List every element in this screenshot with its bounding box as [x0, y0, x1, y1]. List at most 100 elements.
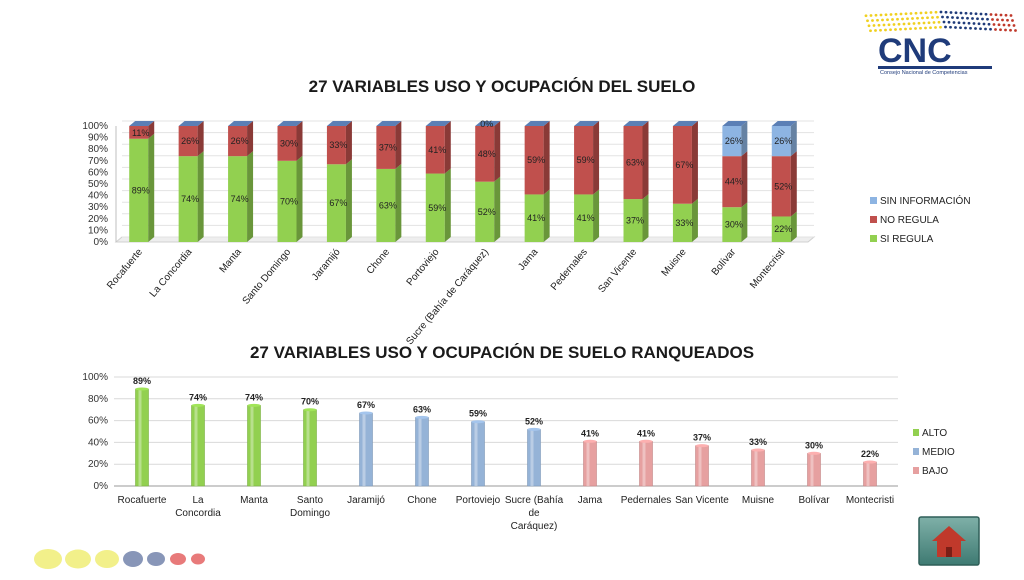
chart2-y-tick-label: 60% — [88, 416, 108, 427]
chart2-bar-highlight — [194, 405, 198, 486]
chart2-bar — [527, 429, 541, 487]
chart1-bar-side — [494, 121, 501, 182]
chart1-bar-side — [790, 151, 797, 217]
chart2-category-label: Concordia — [175, 508, 221, 519]
chart2-category-label: Chone — [407, 495, 437, 506]
logo-text: CNC — [878, 32, 952, 70]
chart2-bar-highlight — [642, 441, 646, 486]
chart1-y-tick-label: 20% — [88, 214, 108, 225]
chart2-y-tick-label: 80% — [88, 394, 108, 405]
chart1-data-label: 59% — [527, 155, 545, 165]
chart2-bar-highlight — [250, 405, 254, 486]
chart2-bar-cap — [583, 439, 597, 443]
chart1-bar-si-regula — [326, 164, 346, 242]
chart2-bar-cap — [135, 387, 149, 391]
home-icon — [918, 516, 980, 566]
chart2-data-label: 74% — [189, 392, 207, 402]
chart1-data-label: 59% — [428, 203, 446, 213]
chart1-data-label: 67% — [329, 198, 347, 208]
chart1-bar-no-regula — [672, 126, 692, 204]
chart2-bar-highlight — [866, 462, 870, 486]
home-button[interactable] — [918, 516, 980, 566]
chart1-bar-side — [395, 163, 402, 242]
chart2-bar — [415, 417, 429, 487]
chart1-bar-si-regula — [277, 160, 297, 242]
chart2-bar-highlight — [138, 388, 142, 486]
chart2-bar — [303, 409, 317, 487]
chart1-bar-side — [296, 155, 303, 242]
chart1-data-label: 41% — [428, 145, 446, 155]
chart2-category-label: Montecristi — [846, 495, 894, 506]
chart1-bar-top — [326, 121, 352, 126]
chart1-bar-no-regula — [524, 126, 544, 195]
chart1-bar-side — [642, 121, 649, 200]
chart2-data-label: 63% — [413, 404, 431, 414]
chart1-data-label: 48% — [478, 149, 496, 159]
chart1-data-label: 37% — [379, 142, 397, 152]
chart1-legend-label: SIN INFORMACIÓN — [880, 194, 971, 207]
chart1-bar-sin-información — [771, 126, 791, 157]
chart1-y-tick-label: 0% — [94, 237, 109, 248]
chart2-category-label: Rocafuerte — [118, 495, 167, 506]
chart2-bar-cap — [303, 408, 317, 412]
chart1-bar-sin-información — [722, 126, 742, 157]
chart2-data-label: 74% — [245, 392, 263, 402]
chart1-bar-side — [345, 159, 352, 242]
chart2-category-label: Jama — [578, 495, 603, 506]
chart2-bar-cap — [471, 420, 485, 424]
chart2-legend-swatch — [913, 429, 919, 436]
chart1-bar-side — [741, 202, 748, 242]
chart1-bar-no-regula — [475, 126, 495, 182]
chart1-bar-top — [178, 121, 204, 126]
chart1-y-tick-label: 70% — [88, 156, 108, 167]
chart1-data-label: 44% — [725, 177, 743, 187]
chart2-bar — [695, 445, 709, 487]
chart2-bar-cap — [527, 427, 541, 431]
chart1-bar-no-regula — [574, 126, 594, 195]
chart1-data-label: 22% — [774, 224, 792, 234]
chart2-data-label: 41% — [581, 428, 599, 438]
chart2-y-tick-label: 0% — [94, 481, 109, 492]
chart2-category-label: Santo — [297, 495, 324, 506]
chart1-bar-no-regula — [228, 126, 248, 157]
chart1-bar-no-regula — [623, 126, 643, 200]
chart1-legend-swatch — [870, 216, 877, 223]
chart1-data-label: 67% — [675, 160, 693, 170]
chart1-bar-side — [691, 121, 698, 204]
chart1-y-tick-label: 60% — [88, 167, 108, 178]
chart1-bar-si-regula — [228, 156, 248, 242]
chart2-bar-cap — [359, 411, 373, 415]
chart2-bar-highlight — [530, 429, 534, 486]
chart2-bar-highlight — [810, 453, 814, 486]
chart2-bar-highlight — [362, 412, 366, 486]
chart1-bar-side — [593, 121, 600, 195]
chart1-y-tick-label: 90% — [88, 133, 108, 144]
chart2-category-label: Portoviejo — [456, 495, 501, 506]
chart1-bar-no-regula — [376, 126, 396, 169]
chart1-bar-side — [543, 121, 550, 195]
chart2-category-label: de — [528, 508, 540, 519]
chart1-bar-si-regula — [623, 199, 643, 242]
chart2-bar — [583, 441, 597, 487]
chart1-data-label: 37% — [626, 216, 644, 226]
chart1-bar-side — [197, 121, 204, 157]
chart2-bar-highlight — [474, 421, 478, 486]
chart2-bar-highlight — [754, 450, 758, 486]
chart1-data-label: 41% — [527, 213, 545, 223]
chart1-bar-no-regula — [771, 156, 791, 217]
chart1-data-label: 59% — [577, 155, 595, 165]
chart1-bar-si-regula — [376, 168, 396, 242]
chart2-y-tick-label: 40% — [88, 437, 108, 448]
chart1-data-label: 30% — [280, 138, 298, 148]
chart2-legend-swatch — [913, 448, 919, 455]
chart2-bar — [471, 421, 485, 487]
chart1-data-label: 26% — [181, 136, 199, 146]
chart2-bar — [247, 405, 261, 487]
chart1-bar-top — [376, 121, 402, 126]
chart2-category-label: Bolívar — [798, 495, 830, 506]
chart1-bar-si-regula — [178, 156, 198, 242]
chart1-bar-si-regula — [425, 173, 445, 242]
chart1-data-label: 26% — [231, 136, 249, 146]
chart1-data-label: 89% — [132, 185, 150, 195]
